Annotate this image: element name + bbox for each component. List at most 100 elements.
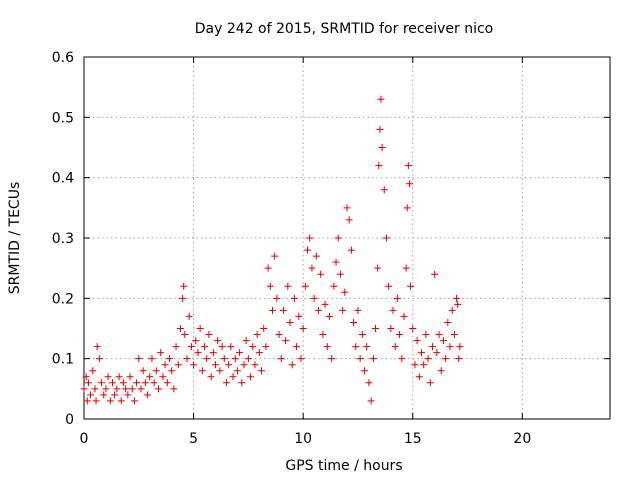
x-tick-label: 10 — [294, 431, 312, 447]
data-point — [424, 355, 432, 363]
data-point — [172, 343, 180, 351]
data-point — [82, 373, 90, 381]
data-point — [375, 162, 383, 170]
data-point — [273, 294, 281, 302]
data-point — [301, 282, 309, 290]
data-point — [244, 355, 252, 363]
data-point — [216, 367, 224, 375]
data-point — [117, 397, 125, 405]
data-point — [124, 391, 132, 399]
data-point — [336, 270, 344, 278]
data-point — [102, 385, 110, 393]
data-point — [89, 367, 97, 375]
data-point — [247, 373, 255, 381]
data-point — [312, 252, 320, 260]
data-point — [207, 373, 215, 381]
data-point — [236, 349, 244, 357]
data-point — [288, 361, 296, 369]
data-point — [108, 379, 116, 387]
data-point — [185, 312, 193, 320]
data-point — [152, 367, 160, 375]
data-point — [439, 337, 447, 345]
data-point — [413, 337, 421, 345]
data-point — [161, 361, 169, 369]
data-point — [111, 391, 119, 399]
data-point — [192, 337, 200, 345]
data-point — [380, 186, 388, 194]
data-point — [418, 349, 426, 357]
data-point — [251, 361, 259, 369]
data-point — [402, 264, 410, 272]
data-point — [222, 379, 230, 387]
data-point — [299, 325, 307, 332]
data-point — [271, 252, 279, 260]
data-point — [214, 337, 222, 345]
data-point — [115, 373, 123, 381]
data-point — [315, 306, 323, 314]
data-point — [409, 325, 417, 332]
data-point — [205, 331, 213, 339]
data-point — [330, 282, 338, 290]
x-tick-label: 20 — [513, 431, 531, 447]
data-point — [398, 355, 406, 363]
data-point — [135, 355, 143, 363]
axis-ticks — [83, 56, 610, 420]
chart-title: Day 242 of 2015, SRMTID for receiver nic… — [195, 21, 493, 37]
data-point — [325, 312, 333, 320]
y-tick-label: 0.5 — [52, 110, 74, 126]
data-point — [393, 294, 401, 302]
data-point — [144, 391, 152, 399]
data-point — [334, 234, 342, 242]
data-point — [130, 397, 138, 405]
data-point — [104, 373, 112, 381]
data-point — [323, 343, 331, 351]
data-point — [165, 355, 173, 363]
data-point — [374, 264, 382, 272]
data-point — [371, 325, 379, 332]
data-point — [426, 379, 434, 387]
data-point — [176, 325, 184, 332]
data-point — [341, 288, 349, 296]
data-point — [201, 343, 209, 351]
data-point — [428, 343, 436, 351]
data-point — [332, 258, 340, 266]
data-point — [284, 282, 292, 290]
data-points — [80, 95, 464, 405]
data-point — [450, 331, 458, 339]
data-point — [119, 379, 127, 387]
data-point — [275, 331, 283, 339]
y-tick-label: 0.3 — [52, 231, 74, 247]
data-point — [453, 294, 461, 302]
data-point — [170, 385, 178, 393]
x-tick-label: 0 — [80, 431, 89, 447]
data-point — [187, 343, 195, 351]
data-point — [194, 349, 202, 357]
data-point — [378, 144, 386, 151]
data-point — [231, 355, 239, 363]
y-tick-label: 0 — [65, 412, 74, 428]
data-point — [262, 343, 270, 351]
data-point — [345, 216, 353, 224]
data-point — [83, 397, 91, 405]
data-point — [363, 343, 371, 351]
data-point — [233, 367, 241, 375]
data-point — [277, 355, 285, 363]
x-axis-label: GPS time / hours — [285, 458, 402, 474]
data-point — [227, 343, 235, 351]
data-point — [407, 282, 415, 290]
data-point — [431, 270, 439, 278]
data-point — [455, 355, 463, 363]
data-point — [385, 282, 393, 290]
data-point — [317, 270, 325, 278]
data-point — [405, 180, 413, 188]
data-point — [369, 355, 377, 363]
data-point — [422, 331, 430, 339]
data-point — [258, 367, 266, 375]
data-point — [180, 282, 188, 290]
data-point — [174, 361, 182, 369]
data-point — [249, 343, 257, 351]
data-point — [442, 355, 450, 363]
data-point — [454, 300, 462, 308]
data-point — [266, 282, 274, 290]
data-point — [354, 306, 362, 314]
